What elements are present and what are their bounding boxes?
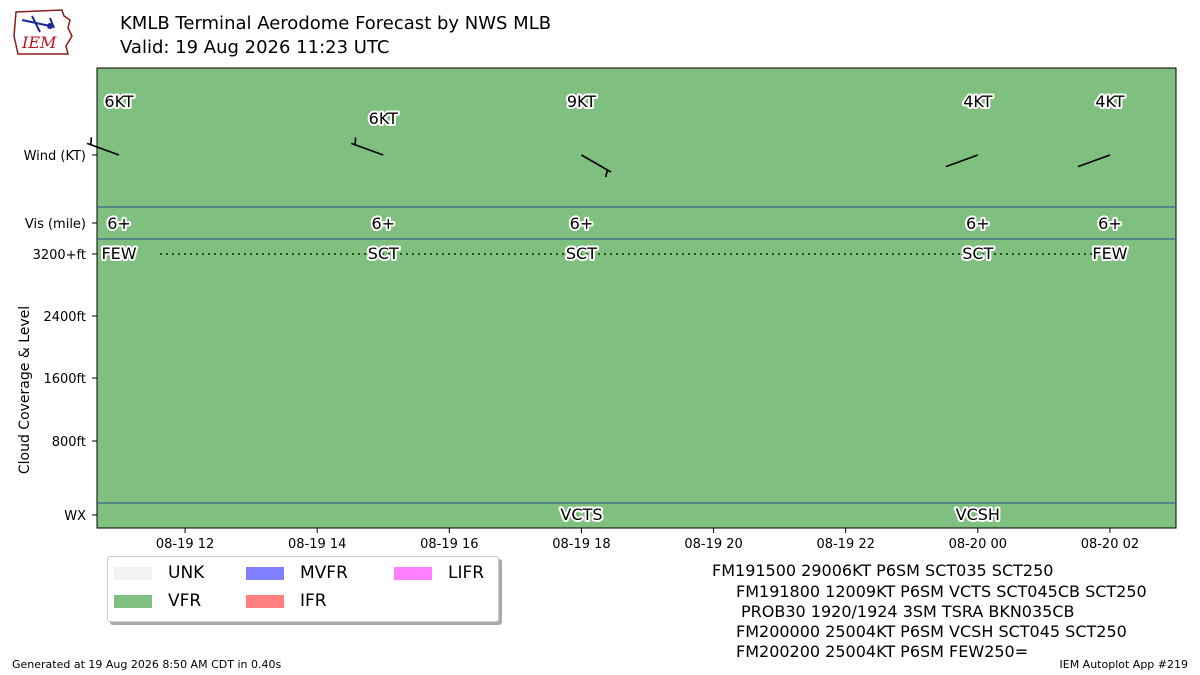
x-tick-label: 08-19 18 — [552, 537, 610, 552]
cloud-cover-label-halo: SCT — [962, 244, 993, 263]
title-line-1: KMLB Terminal Aerodome Forecast by NWS M… — [120, 13, 552, 34]
wind-speed-label: 9KT — [567, 92, 596, 111]
weather-label: VCSH — [956, 505, 1000, 524]
y-tick-label: 1600ft — [43, 372, 86, 387]
taf-line-1: FM191500 29006KT P6SM SCT035 SCT250 — [712, 561, 1054, 580]
cloud-cover-label: FEW — [101, 244, 136, 263]
cloud-cover-label-halo: FEW — [1092, 244, 1127, 263]
wind-barb-feather — [90, 137, 93, 145]
legend-swatch-lifr — [394, 566, 432, 580]
wind-barb — [1077, 154, 1111, 168]
wind-barb-feather — [354, 137, 357, 145]
visibility-label-halo: 6+ — [107, 214, 131, 233]
iem-logo: IEM — [13, 9, 73, 55]
wind-barb-staff — [1077, 154, 1111, 168]
visibility-label-halo: 6+ — [371, 214, 395, 233]
x-tick-label: 08-20 00 — [949, 537, 1007, 552]
visibility-label: 6+ — [966, 214, 990, 233]
taf-line-5: FM200200 25004KT P6SM FEW250= — [736, 642, 1029, 661]
taf-line-3: PROB30 1920/1924 3SM TSRA BKN035CB — [741, 602, 1075, 621]
legend-item-vfr: VFR — [114, 591, 201, 611]
visibility-label: 6+ — [1098, 214, 1122, 233]
cloud-cover-label-halo: FEW — [101, 244, 136, 263]
legend-swatch-ifr — [246, 594, 284, 608]
legend-swatch-vfr — [114, 594, 152, 608]
legend-item-unk: UNK — [114, 563, 204, 583]
y-tick-label: WX — [64, 509, 86, 524]
cloud-cover-label: SCT — [566, 244, 597, 263]
visibility-label-halo: 6+ — [1098, 214, 1122, 233]
y-tick-label: 2400ft — [43, 310, 86, 325]
y-tick-label: 800ft — [52, 435, 86, 450]
cloud-cover-label-halo: SCT — [566, 244, 597, 263]
cloud-cover-label: SCT — [962, 244, 993, 263]
x-axis: 08-19 12 08-19 14 08-19 16 08-19 18 08-19 20… — [156, 528, 1139, 552]
legend: UNK VFR MVFR IFR LIFR — [107, 556, 499, 622]
cloud-cover-label-halo: SCT — [368, 244, 399, 263]
wind-barb-feather — [604, 169, 609, 178]
x-tick-label: 08-19 14 — [288, 537, 346, 552]
title-line-2: Valid: 19 Aug 2026 11:23 UTC — [120, 37, 390, 58]
weather-label-halo: VCSH — [956, 505, 1000, 524]
wind-speed-label-halo: 4KT — [963, 92, 992, 111]
x-tick-label: 08-19 20 — [684, 537, 742, 552]
wind-speed-label-halo: 4KT — [1095, 92, 1124, 111]
y-tick-label: Wind (KT) — [24, 149, 86, 164]
wind-barb-staff — [581, 154, 612, 173]
wind-speed-label: 6KT — [369, 109, 398, 128]
app-label: IEM Autoplot App #219 — [1059, 658, 1189, 671]
y-tick-label: 3200+ft — [33, 248, 86, 263]
visibility-label-halo: 6+ — [966, 214, 990, 233]
legend-item-lifr: LIFR — [394, 563, 484, 583]
y-axis: Wind (KT) Vis (mile) 3200+ft 2400ft 1600ft 80… — [24, 149, 97, 524]
wind-speed-label: 4KT — [1095, 92, 1124, 111]
taf-line-2: FM191800 12009KT P6SM VCTS SCT045CB SCT2… — [736, 582, 1147, 601]
plot-area — [96, 67, 1177, 529]
wind-speed-label-halo: 6KT — [104, 92, 133, 111]
visibility-label: 6+ — [570, 214, 594, 233]
wind-barb-staff — [86, 142, 120, 156]
y-tick-label: Vis (mile) — [25, 217, 86, 232]
weather-label-halo: VCTS — [560, 505, 602, 524]
wind-speed-label: 4KT — [963, 92, 992, 111]
wind-barb — [351, 137, 384, 156]
legend-swatch-unk — [114, 566, 152, 580]
visibility-label: 6+ — [371, 214, 395, 233]
x-tick-label: 08-20 02 — [1081, 537, 1139, 552]
cloud-cover-label: FEW — [1092, 244, 1127, 263]
generated-timestamp: Generated at 19 Aug 2026 8:50 AM CDT in … — [12, 658, 282, 671]
legend-item-mvfr: MVFR — [246, 563, 348, 583]
weather-label: VCTS — [560, 505, 602, 524]
wind-speed-label-halo: 6KT — [369, 109, 398, 128]
wind-barb — [581, 154, 612, 178]
x-tick-label: 08-19 16 — [420, 537, 478, 552]
x-tick-label: 08-19 12 — [156, 537, 214, 552]
chart-title: KMLB Terminal Aerodome Forecast by NWS M… — [120, 12, 551, 60]
y-axis-label: Cloud Coverage & Level — [17, 306, 33, 474]
wind-speed-label: 6KT — [104, 92, 133, 111]
wind-barb-staff — [351, 142, 384, 156]
wind-barb — [945, 154, 979, 168]
wind-barb — [86, 137, 120, 156]
visibility-label: 6+ — [107, 214, 131, 233]
legend-item-ifr: IFR — [246, 591, 327, 611]
logo-text: IEM — [21, 33, 57, 52]
wind-barb-staff — [945, 154, 979, 168]
x-tick-label: 08-19 22 — [816, 537, 874, 552]
wind-speed-label-halo: 9KT — [567, 92, 596, 111]
cloud-cover-label: SCT — [368, 244, 399, 263]
taf-line-4: FM200000 25004KT P6SM VCSH SCT045 SCT250 — [736, 622, 1127, 641]
visibility-label-halo: 6+ — [570, 214, 594, 233]
legend-swatch-mvfr — [246, 566, 284, 580]
forecast-marks: 6KT6KT6+6+FEWFEW6KT6KT6+6+SCTSCT9KT9KT6+… — [86, 90, 1130, 526]
